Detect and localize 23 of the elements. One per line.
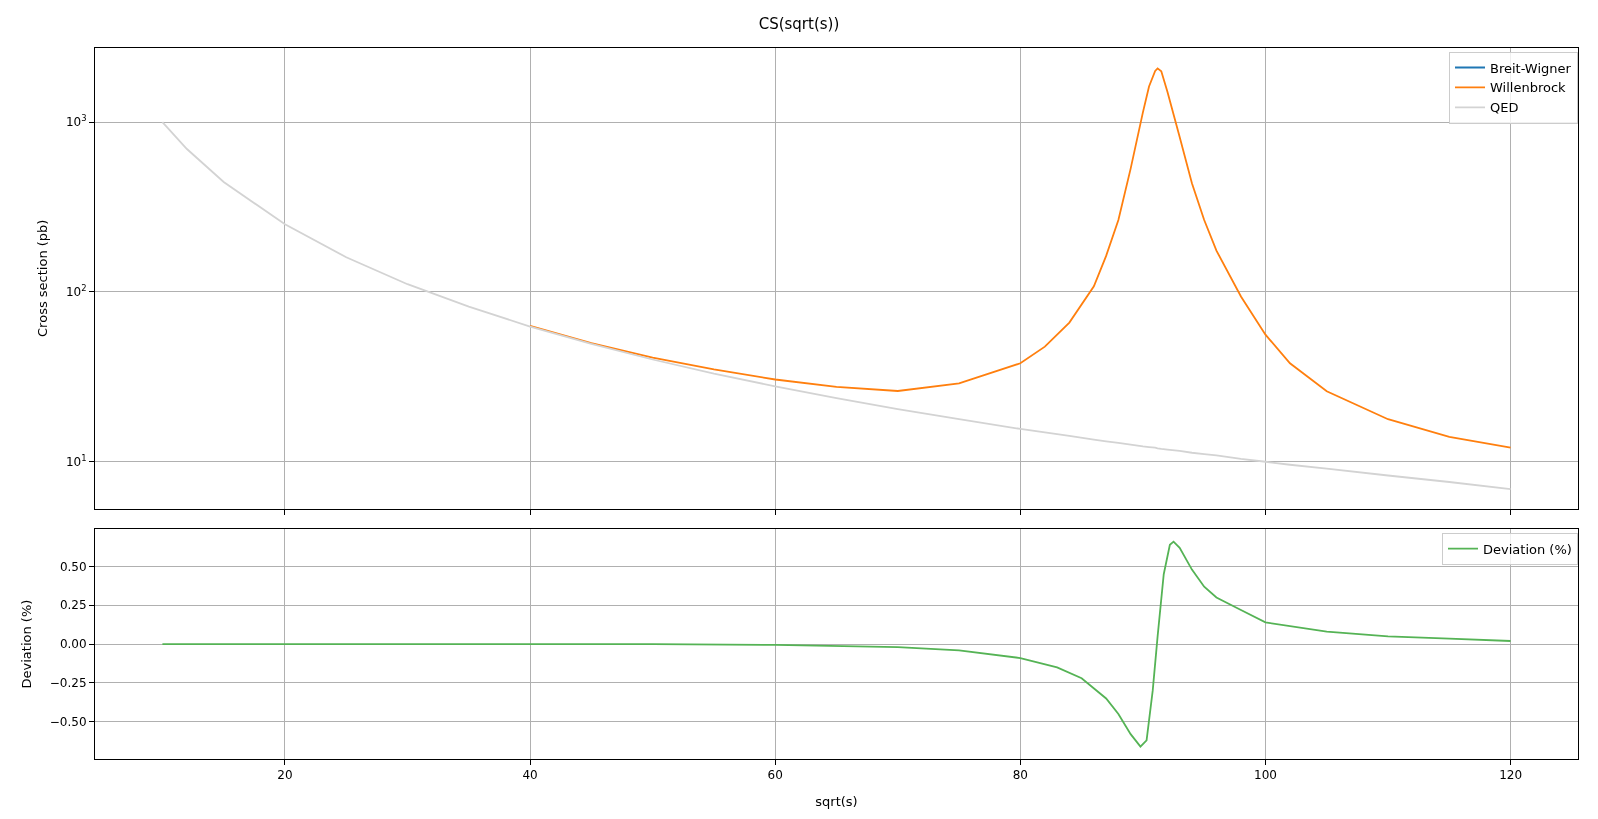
- x-tick-label: 80: [1012, 768, 1028, 783]
- x-tick-label: 120: [1499, 768, 1523, 783]
- y-tick-label: 10$^{2}$: [65, 283, 87, 300]
- y-tick-label: 10$^{1}$: [65, 452, 87, 469]
- x-axis-title: sqrt(s): [815, 794, 858, 809]
- chart-title: CS(sqrt(s)): [758, 15, 840, 34]
- x-tick-label: 20: [277, 768, 293, 783]
- y-tick-label: 10$^{3}$: [65, 113, 87, 130]
- y-tick-label: −0.50: [49, 714, 87, 729]
- legend-label: Deviation (%): [1483, 541, 1572, 557]
- x-tick-label: 40: [522, 768, 538, 783]
- y-tick-label: 0.00: [59, 637, 87, 652]
- legend-label: QED: [1490, 100, 1519, 116]
- y-tick-label: 0.50: [59, 559, 87, 574]
- y-tick-label: −0.25: [49, 676, 87, 691]
- legend-label: Breit-Wigner: [1490, 60, 1572, 76]
- legend-label: Willenbrock: [1490, 80, 1567, 96]
- line-series: [161, 121, 1512, 491]
- y-axis-title: Cross section (pb): [34, 219, 50, 337]
- y-tick-label: 0.25: [59, 598, 87, 613]
- x-tick-label: 60: [767, 768, 783, 783]
- y-axis-title: Deviation (%): [18, 599, 34, 689]
- x-tick-label: 100: [1254, 768, 1277, 783]
